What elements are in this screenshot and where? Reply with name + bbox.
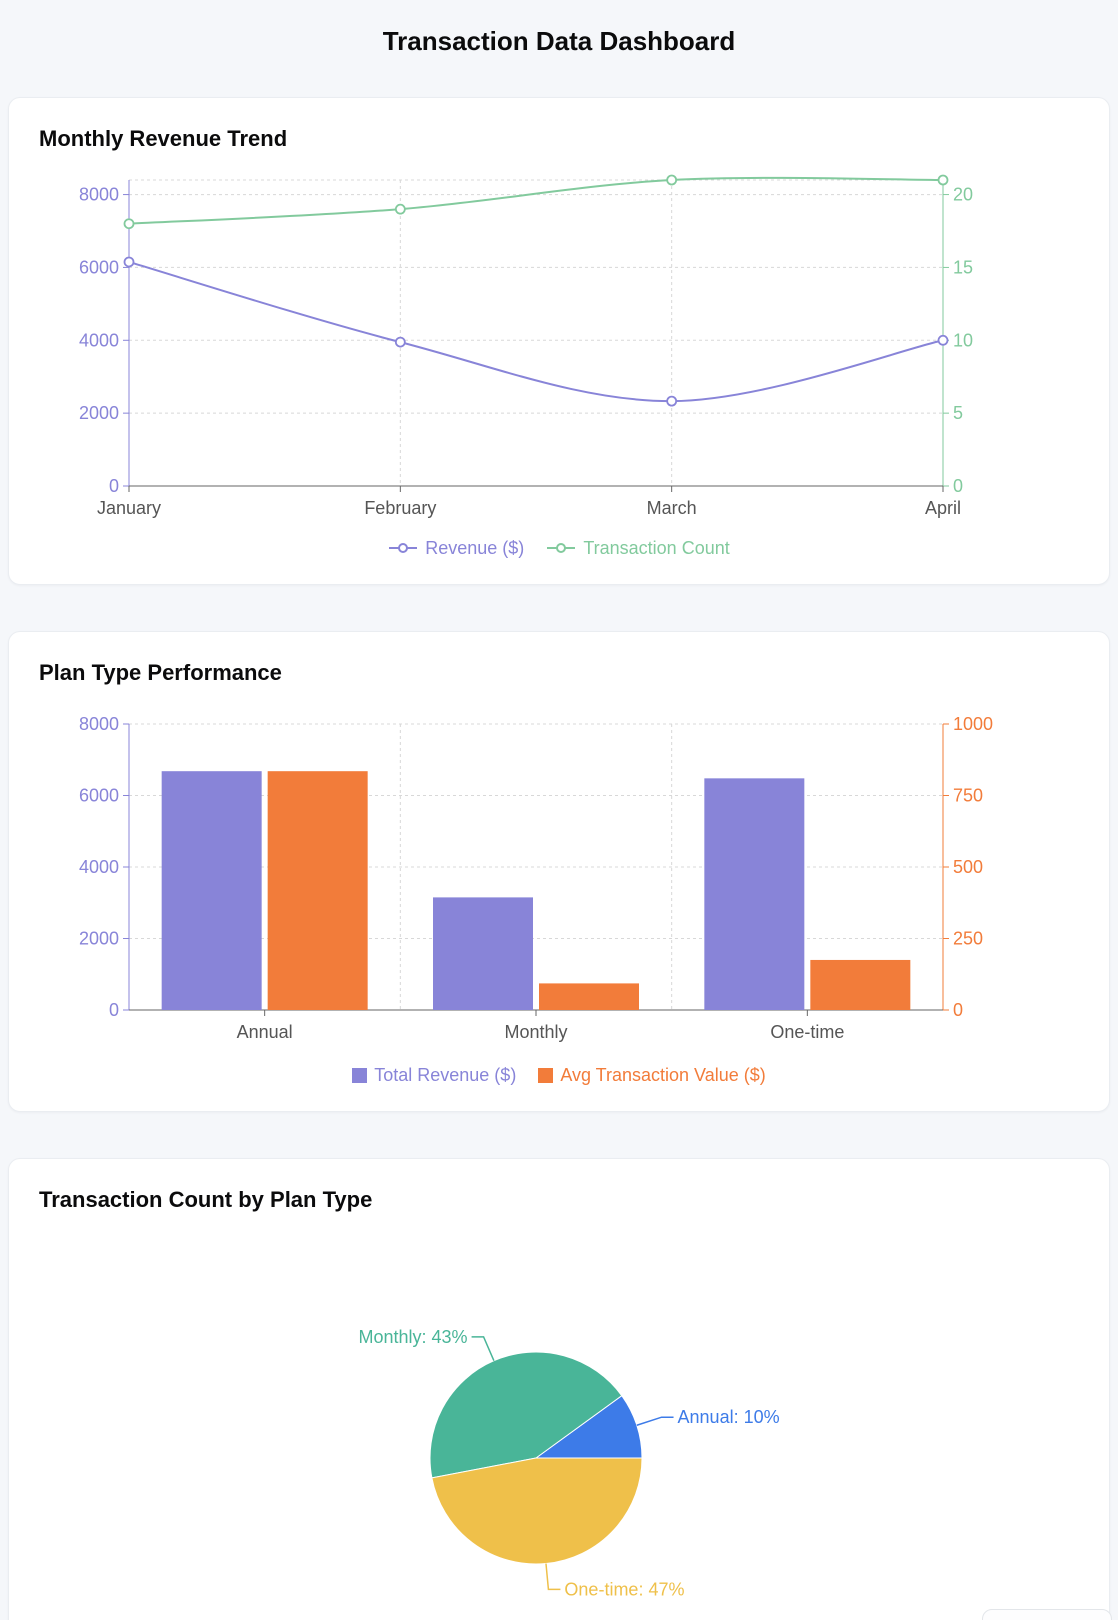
- line-legend-icon: [547, 543, 576, 553]
- pie-slice-monthly[interactable]: [429, 1351, 623, 1479]
- legend-item-revenue[interactable]: Revenue ($): [388, 538, 524, 559]
- y-left-tick-label: 2000: [79, 929, 119, 949]
- data-point-transaction-count[interactable]: [123, 218, 135, 230]
- line-legend-icon: [389, 543, 418, 553]
- y-left-tick-label: 0: [109, 476, 119, 496]
- card-transaction-count-by-plan-type: Transaction Count by Plan Type Annual: 1…: [8, 1158, 1110, 1620]
- legend-label: Total Revenue ($): [374, 1064, 517, 1085]
- legend-item-transaction-count[interactable]: Transaction Count: [546, 537, 730, 559]
- legend-label: Transaction Count: [583, 537, 730, 558]
- y-left-tick-label: 4000: [79, 330, 119, 350]
- x-tick-label: March: [647, 498, 697, 518]
- y-right-tick-label: 250: [953, 929, 983, 949]
- x-category-label: Annual: [237, 1022, 293, 1042]
- y-right-tick-label: 500: [953, 857, 983, 877]
- y-left-tick-label: 6000: [79, 786, 119, 806]
- y-right-tick-label: 20: [953, 185, 973, 205]
- line-chart-legend: Revenue ($) Transaction Count: [23, 536, 1095, 560]
- y-right-tick-label: 0: [953, 476, 963, 496]
- page-title: Transaction Data Dashboard: [382, 26, 736, 56]
- data-point-revenue[interactable]: [123, 256, 135, 268]
- data-point-transaction-count[interactable]: [666, 174, 678, 186]
- y-right-tick-label: 15: [953, 257, 973, 277]
- card-plan-type-performance: Plan Type Performance 0 2000 4000 6000 8000 0…: [8, 631, 1110, 1112]
- bottom-right-partial-widget[interactable]: [982, 1609, 1112, 1620]
- data-point-transaction-count[interactable]: [937, 174, 949, 186]
- x-category-label: Monthly: [504, 1022, 567, 1042]
- bar-monthly-avg-transaction-value[interactable]: [539, 983, 639, 1010]
- line-series-revenue[interactable]: [128, 261, 944, 403]
- y-right-tick-label: 10: [953, 330, 973, 350]
- plan-type-bar-chart: 0 2000 4000 6000 8000 0 250 500 750 1000 Annual Mon…: [79, 714, 993, 1042]
- data-point-revenue[interactable]: [666, 395, 678, 407]
- data-point-revenue[interactable]: [937, 334, 949, 346]
- card-monthly-revenue-trend: Monthly Revenue Trend 0 2000 4000 6000 8000 0…: [8, 97, 1110, 585]
- plan-type-performance-title: Plan Type Performance: [39, 660, 282, 685]
- x-tick-label: April: [925, 498, 961, 518]
- y-left-tick-label: 8000: [79, 185, 119, 205]
- legend-item-avg-transaction-value[interactable]: Avg Transaction Value ($): [538, 1064, 766, 1086]
- y-right-tick-label: 750: [953, 786, 983, 806]
- y-left-tick-label: 8000: [79, 714, 119, 734]
- pie-label-line-annual: [636, 1416, 674, 1426]
- monthly-revenue-trend-title: Monthly Revenue Trend: [39, 126, 288, 151]
- line-series-transaction-count[interactable]: [128, 176, 944, 225]
- data-point-transaction-count[interactable]: [394, 203, 406, 215]
- x-tick-label: January: [97, 498, 161, 518]
- y-right-tick-label: 5: [953, 403, 963, 423]
- y-left-tick-label: 6000: [79, 257, 119, 277]
- pie-slice-one-time[interactable]: [431, 1457, 643, 1565]
- pie-label-line-monthly: [471, 1336, 495, 1362]
- bar-annual-total-revenue[interactable]: [161, 771, 262, 1010]
- legend-label: Avg Transaction Value ($): [560, 1064, 766, 1085]
- pie-slice-label-monthly: Monthly: 43%: [359, 1327, 468, 1347]
- x-tick-label: February: [364, 498, 436, 518]
- legend-label: Revenue ($): [425, 537, 525, 558]
- pie-slice-label-one-time: One-time: 47%: [564, 1579, 684, 1599]
- bar-legend-icon: [538, 1067, 554, 1083]
- bar-legend-icon: [352, 1067, 368, 1083]
- monthly-revenue-line-chart: 0 2000 4000 6000 8000 0 5 10 15 20 January February…: [79, 174, 973, 518]
- data-point-revenue[interactable]: [394, 336, 406, 348]
- transaction-count-title: Transaction Count by Plan Type: [39, 1187, 373, 1212]
- x-category-label: One-time: [770, 1022, 844, 1042]
- y-right-tick-label: 1000: [953, 714, 993, 734]
- y-left-tick-label: 2000: [79, 403, 119, 423]
- pie-slice-label-annual: Annual: 10%: [678, 1407, 780, 1427]
- y-left-tick-label: 4000: [79, 857, 119, 877]
- legend-item-total-revenue[interactable]: Total Revenue ($): [352, 1065, 516, 1086]
- y-left-tick-label: 0: [109, 1000, 119, 1020]
- pie-label-line-one-time: [545, 1563, 561, 1591]
- bar-monthly-total-revenue[interactable]: [433, 897, 533, 1010]
- y-right-tick-label: 0: [953, 1000, 963, 1020]
- bar-annual-avg-transaction-value[interactable]: [267, 771, 368, 1010]
- transaction-count-pie-chart: Annual: 10% Monthly: 43% One-time: 47%: [359, 1327, 780, 1600]
- bar-one-time-avg-transaction-value[interactable]: [810, 959, 911, 1010]
- bar-one-time-total-revenue[interactable]: [704, 778, 805, 1010]
- bar-chart-legend: Total Revenue ($) Avg Transaction Value (…: [23, 1063, 1095, 1087]
